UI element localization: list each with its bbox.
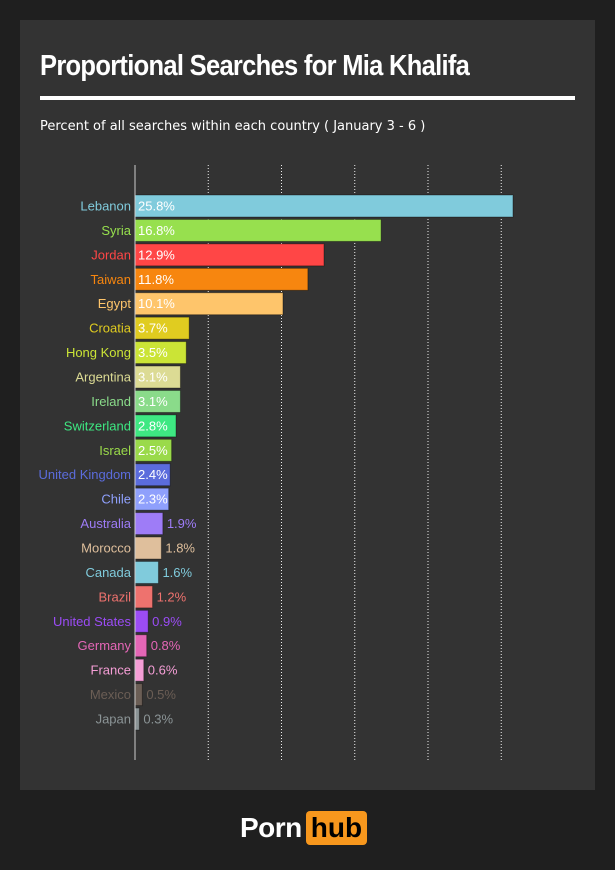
value-label: 11.8% bbox=[138, 272, 174, 287]
category-label: Syria bbox=[101, 223, 131, 238]
category-label: Ireland bbox=[91, 394, 131, 409]
category-label: Morocco bbox=[81, 541, 131, 556]
value-label: 3.1% bbox=[138, 394, 168, 409]
bar bbox=[134, 560, 159, 584]
value-label: 25.8% bbox=[138, 199, 175, 214]
chart-subtitle: Percent of all searches within each coun… bbox=[40, 119, 426, 134]
category-label: Switzerland bbox=[64, 418, 131, 433]
value-label: 0.6% bbox=[148, 663, 178, 678]
bar bbox=[134, 512, 164, 536]
value-label: 0.8% bbox=[151, 638, 181, 653]
value-label: 16.8% bbox=[138, 223, 175, 238]
chart-title: Proportional Searches for Mia Khalifa bbox=[40, 50, 470, 82]
bar bbox=[134, 658, 145, 682]
bar bbox=[134, 585, 154, 609]
bar bbox=[134, 683, 143, 707]
category-label: Hong Kong bbox=[66, 345, 131, 360]
category-label: United Kingdom bbox=[39, 467, 132, 482]
title-underline bbox=[40, 96, 575, 100]
value-label: 3.7% bbox=[138, 321, 168, 336]
category-label: Germany bbox=[78, 638, 132, 653]
value-label: 3.5% bbox=[138, 345, 168, 360]
value-label: 1.8% bbox=[165, 541, 195, 556]
logo-text-left: Porn bbox=[240, 812, 302, 843]
value-label: 2.4% bbox=[138, 467, 168, 482]
category-label: Jordan bbox=[91, 247, 131, 262]
bar bbox=[134, 536, 162, 560]
bar bbox=[134, 194, 514, 218]
category-label: Argentina bbox=[75, 370, 131, 385]
chart-panel bbox=[20, 20, 595, 790]
value-label: 12.9% bbox=[138, 247, 175, 262]
pornhub-logo: Porn hub bbox=[240, 810, 368, 846]
category-label: Canada bbox=[85, 565, 131, 580]
category-label: Mexico bbox=[90, 687, 131, 702]
category-label: Chile bbox=[101, 492, 131, 507]
value-label: 1.6% bbox=[162, 565, 192, 580]
category-label: Australia bbox=[80, 516, 131, 531]
value-label: 10.1% bbox=[138, 296, 175, 311]
category-label: Croatia bbox=[89, 321, 132, 336]
bar bbox=[134, 634, 148, 658]
category-label: Taiwan bbox=[91, 272, 131, 287]
value-label: 1.2% bbox=[157, 589, 187, 604]
category-label: Egypt bbox=[98, 296, 132, 311]
value-label: 1.9% bbox=[167, 516, 197, 531]
value-label: 0.5% bbox=[146, 687, 176, 702]
value-label: 0.3% bbox=[143, 712, 173, 727]
category-label: Japan bbox=[96, 712, 131, 727]
value-label: 2.3% bbox=[138, 492, 168, 507]
bar bbox=[134, 707, 140, 731]
value-label: 2.8% bbox=[138, 418, 168, 433]
category-label: Lebanon bbox=[80, 199, 131, 214]
category-label: France bbox=[91, 663, 131, 678]
category-label: Brazil bbox=[98, 589, 131, 604]
value-label: 2.5% bbox=[138, 443, 168, 458]
logo-text-right: hub bbox=[305, 811, 368, 845]
category-label: Israel bbox=[99, 443, 131, 458]
value-label: 0.9% bbox=[152, 614, 182, 629]
value-label: 3.1% bbox=[138, 370, 168, 385]
bar bbox=[134, 609, 149, 633]
category-label: United States bbox=[53, 614, 132, 629]
